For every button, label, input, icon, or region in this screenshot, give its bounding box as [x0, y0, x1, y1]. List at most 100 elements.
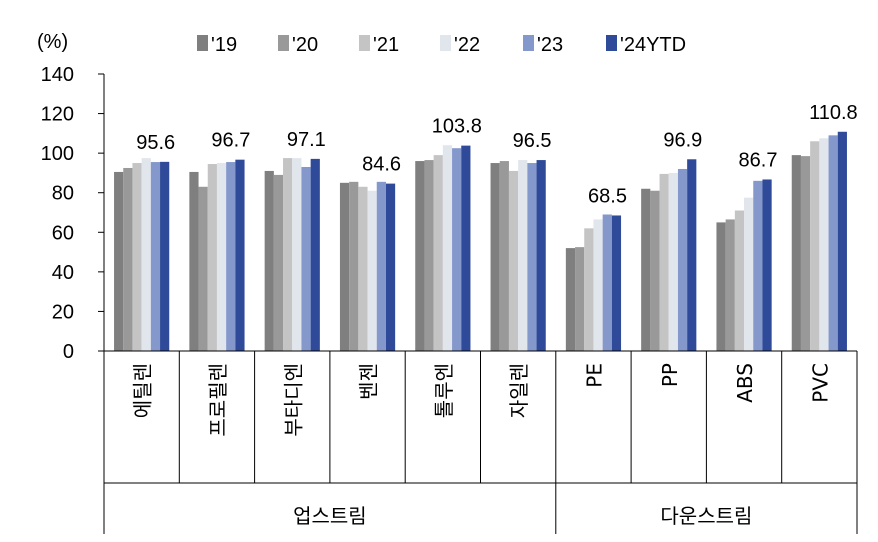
- bar: [292, 158, 302, 351]
- data-labels: 95.6 96.7 97.1 84.6 103.8 96.5 68.5 96.9 86.7 110…: [136, 102, 857, 208]
- bar: [762, 179, 772, 351]
- bar: [490, 163, 500, 351]
- data-label: 97.1: [287, 129, 326, 151]
- bar: [150, 162, 161, 351]
- bar: [273, 174, 284, 351]
- category-label: PE: [583, 363, 607, 388]
- bar: [461, 145, 471, 351]
- bar: [349, 181, 359, 351]
- category-label: ABS: [733, 363, 757, 403]
- legend-item: '21: [359, 34, 399, 56]
- legend-label: '22: [454, 34, 480, 56]
- data-label: 96.9: [663, 129, 702, 151]
- bar: [141, 158, 151, 351]
- legend-label: '23: [537, 34, 563, 56]
- data-label: 96.5: [513, 130, 552, 152]
- legend-swatch: [197, 35, 208, 51]
- category-label: PVC: [808, 363, 832, 403]
- y-tick-label: 120: [41, 104, 74, 126]
- bars: [114, 131, 847, 352]
- bar: [725, 219, 735, 351]
- bar: [160, 161, 170, 351]
- bar: [791, 155, 801, 351]
- legend-item: '23: [523, 34, 563, 56]
- y-tick-label: 0: [63, 341, 74, 363]
- legend-swatch: [440, 35, 451, 51]
- data-label: 95.6: [136, 132, 175, 154]
- bar: [123, 167, 133, 351]
- group-label: 업스트림: [293, 504, 367, 528]
- bar: [641, 188, 651, 351]
- data-label: 68.5: [588, 186, 627, 208]
- bar: [114, 171, 124, 351]
- bar: [611, 215, 622, 351]
- y-tick-label: 20: [52, 301, 74, 323]
- data-label: 110.8: [809, 102, 858, 124]
- bar: [283, 158, 293, 351]
- legend-item: '24YTD: [606, 34, 686, 56]
- bar: [424, 160, 434, 351]
- bar: [527, 163, 537, 351]
- legend-label: '20: [292, 34, 318, 56]
- bar: [198, 186, 208, 351]
- bar: [226, 162, 236, 351]
- bar: [753, 180, 763, 351]
- y-tick-label: 60: [52, 222, 74, 244]
- bar: [536, 160, 546, 351]
- bar: [376, 181, 386, 351]
- bar: [433, 155, 443, 351]
- legend-swatch: [606, 35, 617, 51]
- bar: [385, 183, 396, 351]
- category-label: 벤젠: [357, 363, 381, 400]
- bar: [677, 168, 688, 351]
- bar: [810, 141, 820, 351]
- bar: [650, 190, 660, 351]
- y-unit-label: (%): [37, 31, 68, 53]
- bar: [452, 148, 462, 351]
- bar: [189, 171, 199, 351]
- bar: [584, 228, 594, 351]
- legend-label: '19: [211, 34, 237, 56]
- y-tick-label: 100: [41, 143, 74, 165]
- bar: [235, 159, 245, 351]
- bar: [518, 160, 528, 351]
- legend: '19 '20 '21 '22 '23 '24YTD: [197, 34, 686, 56]
- legend-swatch: [359, 35, 370, 51]
- legend-swatch: [278, 35, 289, 51]
- data-label: 86.7: [739, 150, 778, 172]
- bar: [687, 159, 697, 351]
- bar: [499, 161, 509, 351]
- bar: [734, 210, 745, 351]
- y-tick-label: 40: [52, 262, 74, 284]
- category-label: 에틸렌: [131, 363, 155, 418]
- legend-item: '22: [440, 34, 480, 56]
- bar: [602, 214, 612, 351]
- bar: [659, 173, 669, 351]
- bar: [744, 197, 754, 351]
- bar: [132, 163, 142, 351]
- legend-swatch: [523, 35, 534, 51]
- legend-item: '20: [278, 34, 318, 56]
- bar: [716, 222, 726, 351]
- category-label: PP: [658, 363, 682, 387]
- bar: [819, 138, 829, 351]
- bar: [575, 247, 585, 352]
- legend-label: '21: [373, 34, 399, 56]
- legend-label: '24YTD: [620, 34, 686, 56]
- bar: [207, 164, 217, 351]
- bar: [565, 248, 576, 351]
- group-label: 다운스트림: [660, 504, 752, 528]
- bar: [216, 163, 227, 351]
- bar: [442, 145, 453, 351]
- bar: [367, 190, 377, 351]
- y-axis: 0 20 40 60 80 100 120 140: [41, 64, 105, 363]
- bar: [800, 156, 811, 351]
- category-label: 부타디엔: [281, 363, 305, 437]
- data-label: 84.6: [362, 154, 401, 176]
- data-label: 96.7: [211, 130, 250, 152]
- bar: [593, 219, 603, 351]
- category-label: 프로필렌: [206, 363, 230, 437]
- legend-item: '19: [197, 34, 237, 56]
- bar: [339, 182, 350, 351]
